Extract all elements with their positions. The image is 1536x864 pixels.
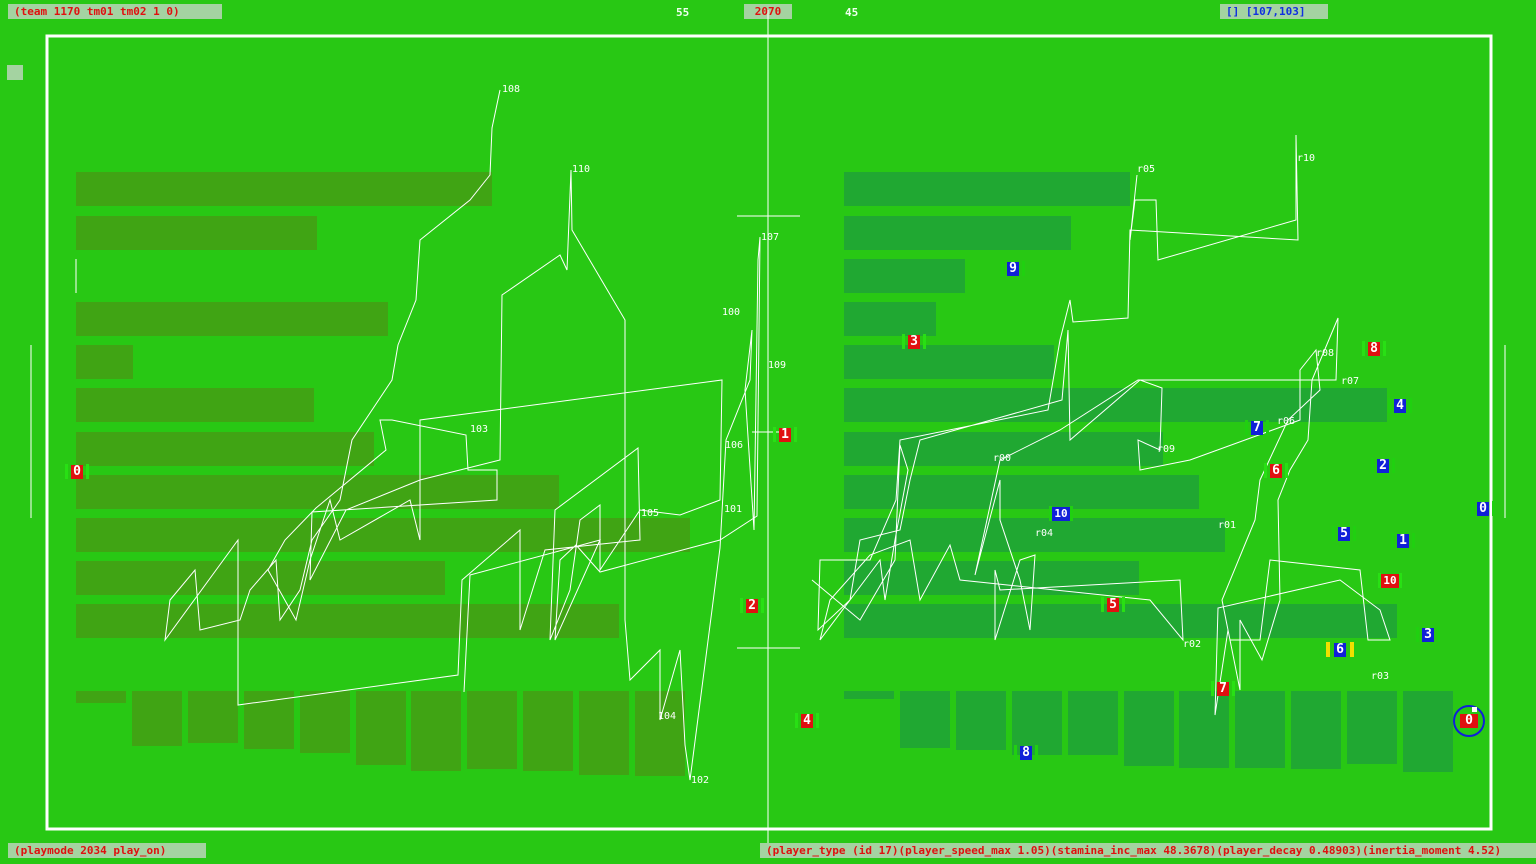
blue-player-7[interactable]: 7 [1245,420,1269,435]
trajectory-label: r03 [1371,671,1390,682]
left-score: 55 [676,6,690,19]
selected-red-player[interactable]: 0 [1453,705,1485,737]
blue-player-2[interactable]: 2 [1371,458,1395,473]
trajectory-label: r09 [1157,444,1176,455]
trajectory-label: r07 [1341,376,1360,387]
trajectory-label: r01 [1218,520,1237,531]
trajectory-label: r06 [1277,416,1296,427]
menu-toggle-button[interactable] [7,65,23,80]
trajectory-label: 102 [691,775,710,786]
trajectory-label: 106 [725,440,744,451]
blue-player-3[interactable]: 3 [1416,627,1440,642]
blue-player-goalie[interactable]: 0 [1471,501,1495,516]
red-player-5[interactable]: 5 [1101,597,1125,612]
team-info-label: (team 1170 tm01 tm02 1 0) [8,4,222,19]
trajectory-label: 107 [761,232,780,243]
left-team-trajectory [164,89,761,781]
right-team-trajectory [811,134,1391,716]
red-player-goalie[interactable]: 0 [65,464,89,479]
blue-player-1[interactable]: 1 [1391,533,1415,548]
player-type-info: (player_type (id 17)(player_speed_max 1.… [760,843,1536,858]
red-player-8[interactable]: 8 [1362,341,1386,356]
trajectory-label: 103 [470,424,489,435]
trajectory-label: r00 [993,453,1012,464]
right-score: 45 [845,6,859,19]
blue-player-8[interactable]: 8 [1014,745,1038,760]
trajectory-label: r02 [1183,639,1202,650]
trajectory-label: 110 [572,164,591,175]
blue-player-5[interactable]: 5 [1332,526,1356,541]
playmode-label: (playmode 2034 play_on) [8,843,206,858]
trajectory-label: r05 [1137,164,1156,175]
right-stat-bars [844,172,1453,772]
trajectory-label: 108 [502,84,521,95]
blue-player-10[interactable]: 10 [1049,506,1073,521]
blue-player-6-highlighted[interactable]: 6 [1326,642,1354,657]
trajectory-label: r08 [1316,348,1335,359]
red-player-6[interactable]: 6 [1264,463,1288,478]
trajectory-label: 104 [658,711,677,722]
cursor-coordinates: [] [107,103] [1220,4,1328,19]
trajectory-label: 109 [768,360,787,371]
trajectory-label: 101 [724,504,743,515]
trajectory-label: 100 [722,307,741,318]
left-stat-bars [76,172,690,776]
ball-icon [1472,707,1477,712]
trajectory-label: 105 [641,508,660,519]
red-player-7[interactable]: 7 [1211,681,1235,696]
red-player-4[interactable]: 4 [795,713,819,728]
red-player-3[interactable]: 3 [902,334,926,349]
red-player-2[interactable]: 2 [740,598,764,613]
blue-player-9[interactable]: 9 [1001,261,1025,276]
field-lines [30,10,1506,850]
blue-player-4[interactable]: 4 [1388,398,1412,413]
trajectory-label: r10 [1297,153,1316,164]
red-player-10[interactable]: 10 [1378,573,1402,588]
red-player-1[interactable]: 1 [773,427,797,442]
trajectory-label: r04 [1035,528,1054,539]
